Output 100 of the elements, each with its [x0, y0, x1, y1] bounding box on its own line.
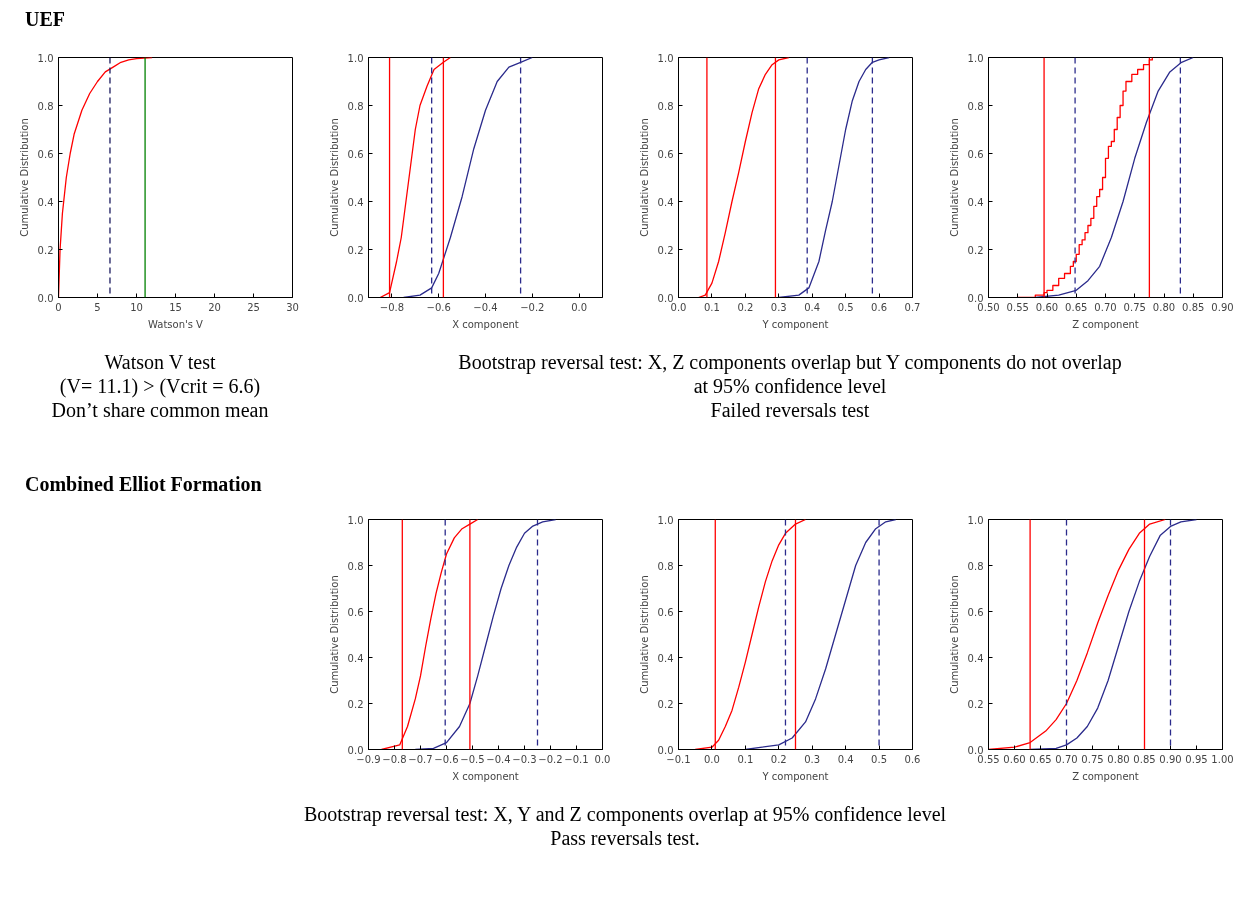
- x-axis-title: Z component: [1072, 770, 1139, 782]
- x-axis-title: Watson's V: [148, 318, 204, 330]
- x-tick-label: 0.75: [1123, 301, 1146, 313]
- text: Bootstrap reversal test: X, Y and Z components overlap at 95% confidence level: [303, 803, 947, 825]
- x-tick-label: 0.0: [703, 753, 720, 765]
- x-tick-label: 0.75: [1081, 753, 1104, 765]
- y-tick-label: 0.0: [347, 744, 364, 756]
- y-tick-label: 0.4: [347, 652, 364, 664]
- x-axis-title: Z component: [1072, 318, 1139, 330]
- text: at 95% confidence level: [693, 375, 887, 397]
- x-axis-title: Y component: [761, 770, 829, 782]
- text: UEF: [25, 7, 65, 32]
- y-tick-label: 1.0: [37, 52, 54, 64]
- y-tick-label: 0.0: [347, 292, 364, 304]
- x-tick-label: −0.3: [512, 753, 537, 765]
- y-tick-label: 0.8: [37, 100, 54, 112]
- x-tick-label: −0.4: [486, 753, 511, 765]
- x-tick-label: −0.6: [434, 753, 459, 765]
- y-tick-label: 0.2: [657, 698, 674, 710]
- y-tick-label: 0.4: [37, 196, 54, 208]
- y-tick-label: 0.8: [347, 100, 364, 112]
- x-tick-label: −0.2: [538, 753, 563, 765]
- x-tick-label: −0.9: [356, 753, 381, 765]
- y-tick-label: 0.4: [347, 196, 364, 208]
- x-tick-label: 0.4: [804, 301, 821, 313]
- x-tick-label: 0.60: [1035, 301, 1059, 313]
- text: (V= 11.1) > (Vcrit = 6.6): [59, 375, 261, 397]
- line-series: [380, 519, 479, 750]
- x-tick-label: −0.2: [520, 301, 545, 313]
- x-tick-label: −0.7: [408, 753, 433, 765]
- x-tick-label: −0.1: [564, 753, 589, 765]
- x-tick-label: 0.70: [1094, 301, 1117, 313]
- y-axis-title: Cumulative Distribution: [638, 575, 650, 694]
- x-tick-label: 0.5: [837, 301, 854, 313]
- y-tick-label: 1.0: [657, 52, 674, 64]
- x-tick-label: −0.4: [473, 301, 498, 313]
- y-tick-label: 0.2: [37, 244, 54, 256]
- x-tick-label: 0.3: [770, 301, 787, 313]
- text: Pass reversals test.: [550, 827, 700, 849]
- text: Bootstrap reversal test: X, Z components overlap but Y components do not overlap: [458, 351, 1122, 373]
- y-axis-title: Cumulative Distribution: [638, 118, 650, 237]
- y-tick-label: 0.6: [967, 606, 984, 618]
- x-tick-label: 30: [286, 301, 299, 313]
- x-tick-label: 0.85: [1182, 301, 1205, 313]
- x-tick-label: −0.1: [666, 753, 691, 765]
- x-tick-label: 25: [247, 301, 260, 313]
- y-tick-label: 1.0: [347, 52, 364, 64]
- x-tick-label: 0.3: [804, 753, 821, 765]
- text: Failed reversals test: [710, 399, 870, 421]
- y-tick-label: 0.2: [347, 244, 364, 256]
- text: Watson V test: [104, 351, 216, 373]
- x-tick-label: 0.2: [737, 301, 754, 313]
- x-tick-label: 0.60: [1003, 753, 1026, 765]
- x-tick-label: −0.5: [460, 753, 485, 765]
- x-tick-label: 20: [208, 301, 221, 313]
- x-tick-label: 0.85: [1133, 753, 1156, 765]
- x-tick-label: 5: [94, 301, 101, 313]
- y-tick-label: 0.6: [657, 606, 674, 618]
- line-series: [379, 57, 452, 298]
- y-tick-label: 0.0: [967, 292, 984, 304]
- y-tick-label: 1.0: [347, 514, 364, 526]
- y-tick-label: 0.8: [347, 560, 364, 572]
- x-tick-label: 0: [55, 301, 62, 313]
- y-tick-label: 0.6: [347, 148, 364, 160]
- y-axis-title: Cumulative Distribution: [328, 118, 340, 237]
- x-tick-label: 0.6: [904, 753, 921, 765]
- y-tick-label: 0.4: [967, 652, 984, 664]
- x-tick-label: 15: [169, 301, 182, 313]
- x-tick-label: 0.50: [977, 301, 1000, 313]
- x-tick-label: 0.1: [737, 753, 754, 765]
- y-tick-label: 0.6: [347, 606, 364, 618]
- x-tick-label: 0.7: [904, 301, 921, 313]
- x-tick-label: 0.6: [871, 301, 888, 313]
- x-tick-label: 0.80: [1107, 753, 1130, 765]
- x-tick-label: 0.0: [571, 301, 588, 313]
- x-tick-label: 0.95: [1185, 753, 1208, 765]
- y-tick-label: 0.2: [347, 698, 364, 710]
- x-tick-label: 0.65: [1029, 753, 1052, 765]
- y-tick-label: 0.0: [37, 292, 54, 304]
- x-tick-label: 0.80: [1152, 301, 1176, 313]
- y-tick-label: 0.0: [967, 744, 984, 756]
- x-axis-title: X component: [452, 770, 519, 782]
- x-tick-label: 0.0: [594, 753, 611, 765]
- x-tick-label: 0.65: [1065, 301, 1088, 313]
- y-tick-label: 0.8: [967, 560, 984, 572]
- y-tick-label: 0.8: [657, 560, 674, 572]
- y-tick-label: 0.2: [657, 244, 674, 256]
- y-axis-title: Cumulative Distribution: [328, 575, 340, 694]
- y-axis-title: Cumulative Distribution: [18, 118, 30, 237]
- y-tick-label: 0.0: [657, 744, 674, 756]
- text: Don’t share common mean: [51, 399, 269, 421]
- x-tick-label: −0.8: [379, 301, 405, 313]
- x-tick-label: 1.00: [1211, 753, 1234, 765]
- y-tick-label: 0.6: [967, 148, 984, 160]
- y-tick-label: 0.8: [967, 100, 984, 112]
- x-tick-label: 0.5: [871, 753, 888, 765]
- x-tick-label: 0.55: [977, 753, 1000, 765]
- text: Combined Elliot Formation: [25, 472, 262, 497]
- x-tick-label: −0.8: [382, 753, 407, 765]
- x-tick-label: 0.4: [837, 753, 854, 765]
